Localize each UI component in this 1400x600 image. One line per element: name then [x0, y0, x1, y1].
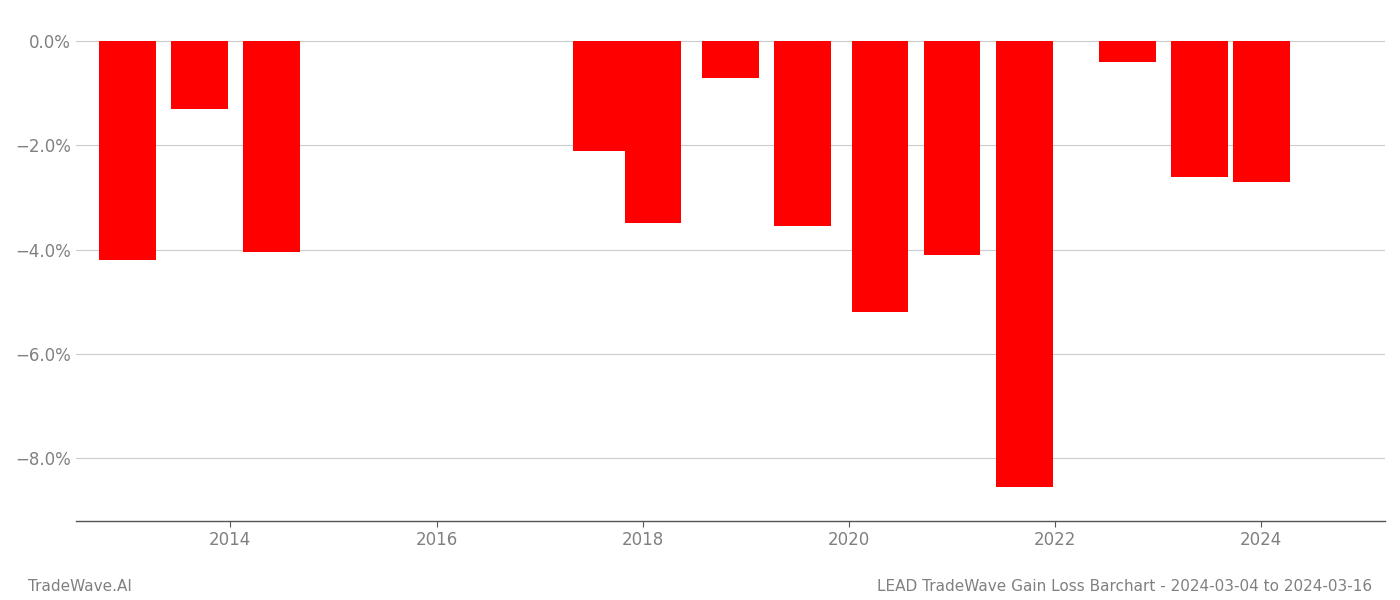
- Bar: [1170, 41, 1228, 176]
- Bar: [995, 41, 1053, 487]
- Bar: [573, 41, 630, 151]
- Bar: [924, 41, 980, 255]
- Bar: [99, 41, 155, 260]
- Bar: [851, 41, 909, 312]
- Bar: [774, 41, 830, 226]
- Text: LEAD TradeWave Gain Loss Barchart - 2024-03-04 to 2024-03-16: LEAD TradeWave Gain Loss Barchart - 2024…: [876, 579, 1372, 594]
- Bar: [244, 41, 300, 252]
- Bar: [1099, 41, 1155, 62]
- Bar: [701, 41, 759, 77]
- Text: TradeWave.AI: TradeWave.AI: [28, 579, 132, 594]
- Bar: [171, 41, 228, 109]
- Bar: [624, 41, 682, 223]
- Bar: [1233, 41, 1289, 182]
